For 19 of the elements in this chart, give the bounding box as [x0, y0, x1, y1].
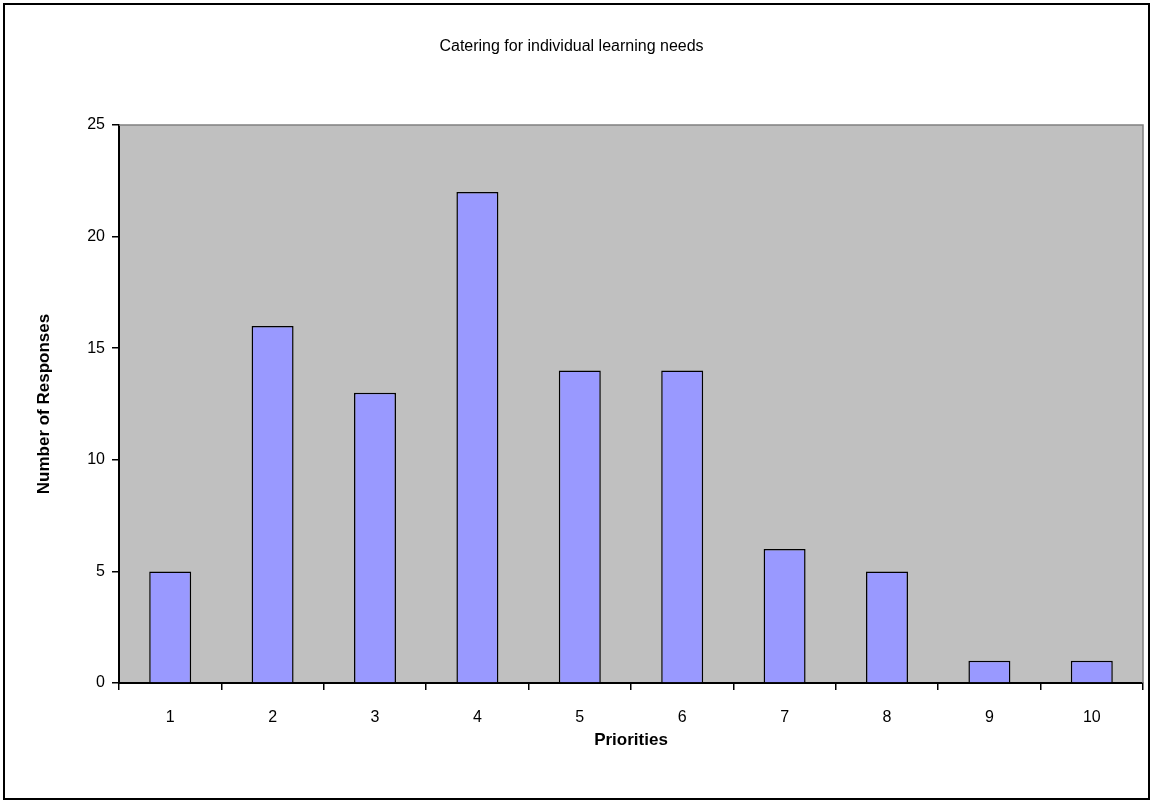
y-tick-label: 0: [96, 673, 106, 691]
y-tick-label: 25: [87, 115, 106, 133]
y-tick-label: 15: [87, 338, 106, 356]
x-tick-label: 3: [370, 708, 380, 726]
x-tick-label: 8: [882, 708, 892, 726]
x-tick-label: 9: [984, 708, 994, 726]
x-tick-label: 6: [677, 708, 687, 726]
x-tick-label: 4: [472, 708, 482, 726]
y-tick-label: 5: [96, 561, 106, 579]
x-tick-label: 7: [780, 708, 790, 726]
chart-title: Catering for individual learning needs: [439, 37, 704, 55]
x-axis-title: Priorities: [594, 729, 668, 749]
x-tick-label: 1: [165, 708, 175, 726]
y-tick-label: 10: [87, 450, 106, 468]
x-tick-label: 5: [575, 708, 585, 726]
x-tick-label: 2: [268, 708, 278, 726]
x-tick-label: 10: [1082, 708, 1101, 726]
y-axis-title: Number of Responses: [33, 313, 53, 495]
y-tick-label: 20: [87, 227, 106, 245]
